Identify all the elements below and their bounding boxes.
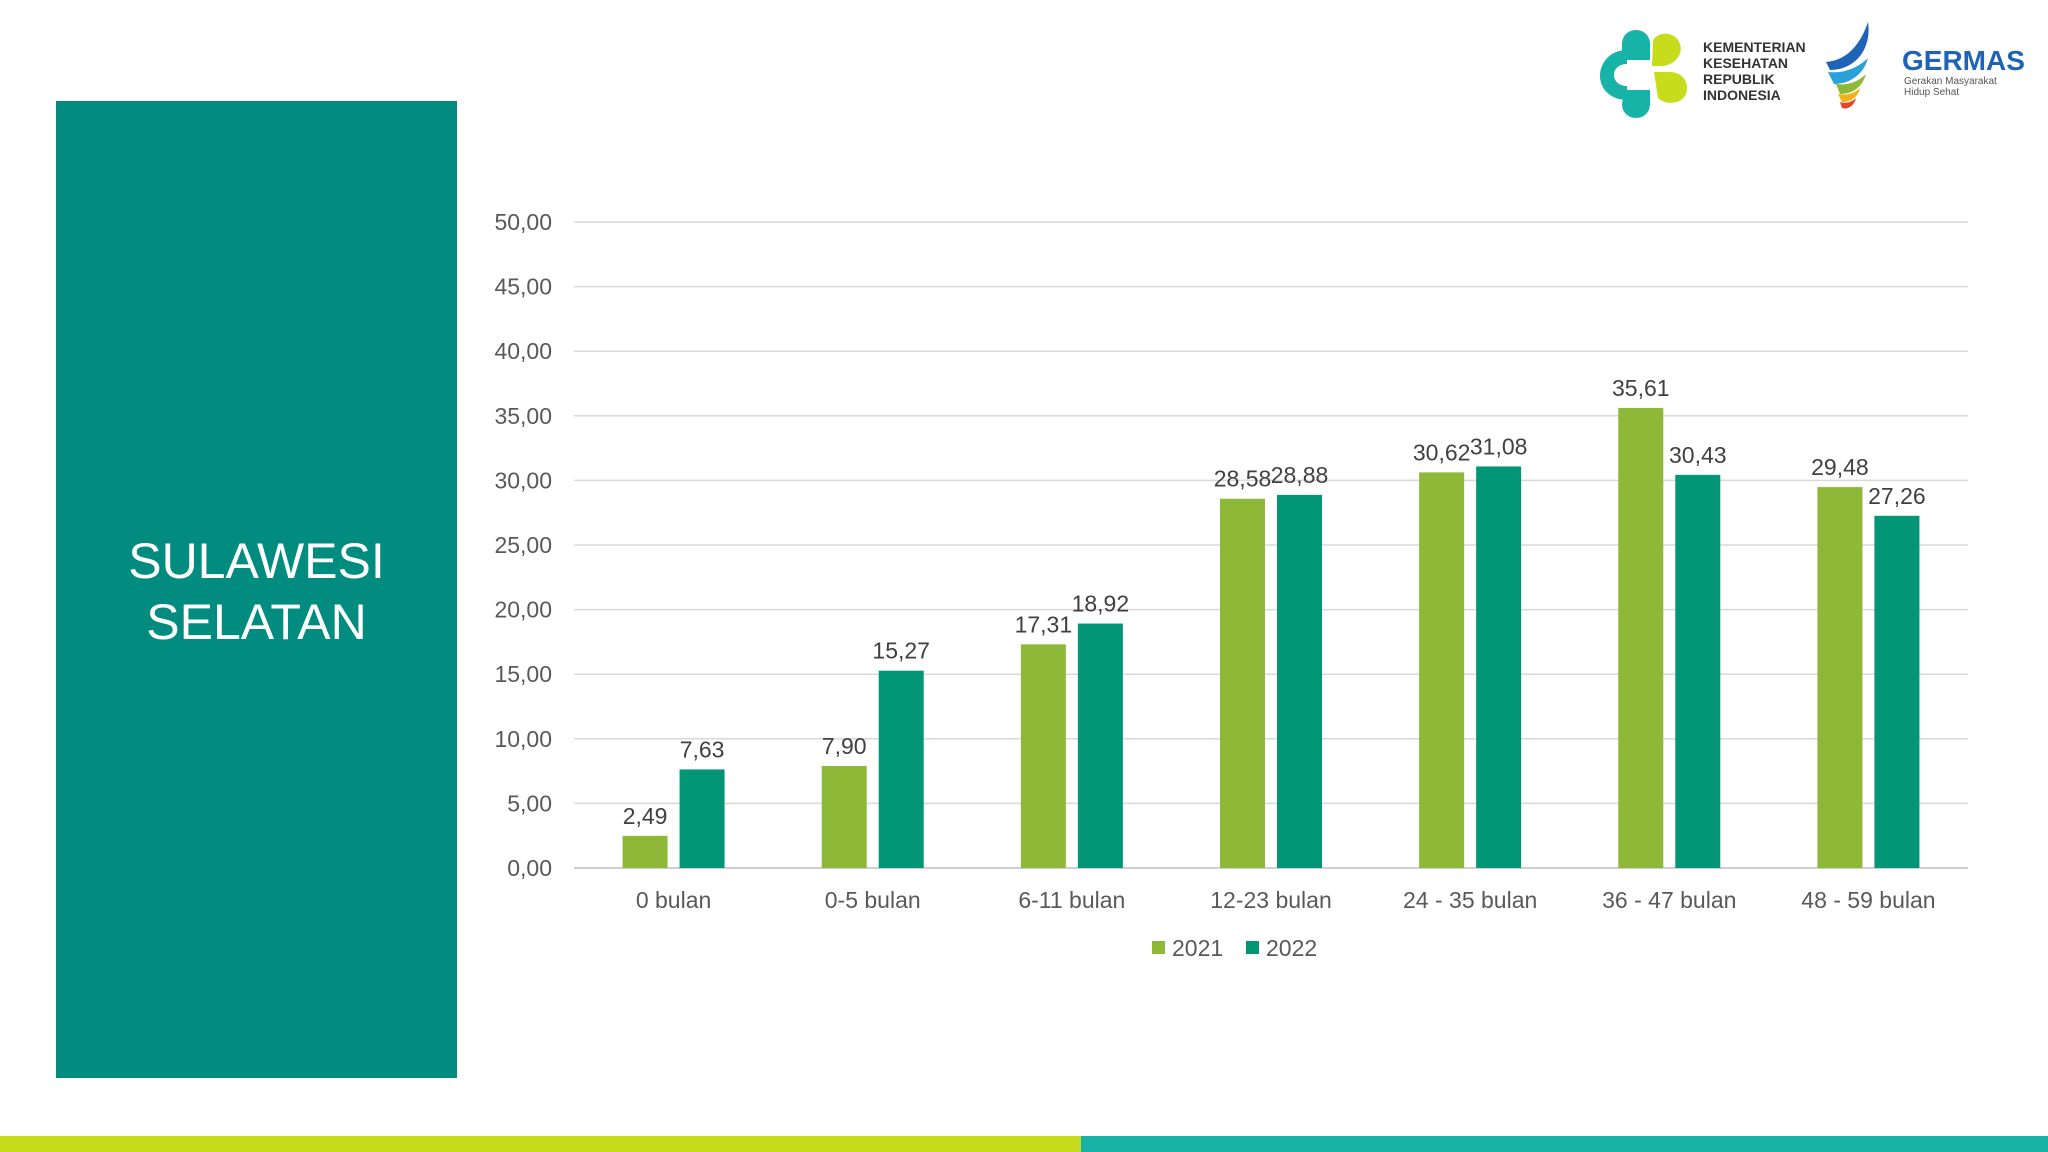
bar-2021: [1220, 498, 1265, 868]
data-label: 2,49: [623, 803, 668, 829]
bar-2021: [1817, 487, 1863, 868]
bar-2022: [1277, 494, 1322, 868]
data-label: 30,43: [1669, 442, 1727, 468]
bar-2022: [1476, 466, 1522, 868]
data-label: 28,58: [1214, 466, 1272, 492]
x-tick-label: 24 - 35 bulan: [1403, 887, 1537, 913]
legend-swatch-2021: [1152, 941, 1165, 954]
germas-sub-line2: Hidup Sehat: [1904, 87, 1959, 98]
chart-legend: 2021 2022: [1152, 935, 1317, 961]
data-label: 35,61: [1612, 375, 1670, 401]
y-tick-label: 25,00: [494, 532, 552, 558]
data-label: 7,63: [680, 736, 725, 762]
bar-2021: [821, 765, 867, 868]
x-tick-label: 0-5 bulan: [825, 887, 921, 913]
legend-label-2022: 2022: [1266, 935, 1317, 961]
data-label: 7,90: [822, 733, 867, 759]
y-tick-label: 0,00: [507, 855, 552, 881]
y-tick-label: 50,00: [494, 209, 552, 235]
accent-bar-right: [1081, 1136, 2048, 1152]
y-tick-label: 35,00: [494, 403, 552, 429]
x-tick-label: 36 - 47 bulan: [1602, 887, 1736, 913]
x-tick-label: 6-11 bulan: [1018, 887, 1125, 913]
bar-2021: [1020, 644, 1066, 868]
y-tick-label: 40,00: [494, 338, 552, 364]
y-tick-label: 5,00: [507, 790, 552, 816]
region-title-line2: SELATAN: [146, 594, 367, 650]
x-axis-ticks: 0 bulan 0-5 bulan 6-11 bulan 12-23 bulan 24 …: [636, 887, 1936, 913]
data-label: 29,48: [1811, 454, 1869, 480]
bar-2022: [878, 670, 924, 868]
legend-swatch-2022: [1246, 941, 1259, 954]
y-tick-label: 15,00: [494, 661, 552, 687]
accent-bar-left: [0, 1136, 1081, 1152]
data-label: 18,92: [1072, 591, 1130, 617]
y-axis-ticks: 0,00 5,00 10,00 15,00 20,00 25,00 30,00 35,00 40…: [494, 209, 552, 881]
kemenkes-line3: REPUBLIK: [1703, 71, 1775, 87]
data-label: 17,31: [1015, 611, 1073, 637]
kemenkes-logo: KEMENTERIAN KESEHATAN REPUBLIK INDONESIA: [1600, 30, 1806, 118]
data-label: 15,27: [872, 638, 930, 664]
germas-sub-line1: Gerakan Masyarakat: [1904, 76, 1997, 87]
y-tick-label: 30,00: [494, 467, 552, 493]
bar-2021: [1618, 407, 1664, 868]
data-label: 30,62: [1413, 439, 1471, 465]
kemenkes-line1: KEMENTERIAN: [1703, 39, 1806, 55]
chart-grid: [574, 221, 1968, 869]
germas-title: GERMAS: [1902, 45, 2025, 76]
region-title-line1: SULAWESI: [128, 533, 385, 589]
bar-2022: [679, 769, 725, 868]
y-tick-label: 45,00: [494, 274, 552, 300]
germas-logo: GERMAS Gerakan Masyarakat Hidup Sehat: [1826, 22, 2025, 109]
kemenkes-line4: INDONESIA: [1703, 87, 1781, 103]
legend-label-2021: 2021: [1172, 935, 1223, 961]
x-tick-label: 0 bulan: [636, 887, 711, 913]
data-label: 28,88: [1271, 462, 1329, 488]
bar-2022: [1874, 515, 1920, 868]
x-tick-label: 12-23 bulan: [1210, 887, 1332, 913]
bar-2021: [622, 835, 668, 868]
bar-2021: [1419, 472, 1465, 868]
data-label: 27,26: [1868, 483, 1926, 509]
bar-2022: [1077, 623, 1123, 868]
y-tick-label: 10,00: [494, 726, 552, 752]
y-tick-label: 20,00: [494, 597, 552, 623]
x-tick-label: 48 - 59 bulan: [1801, 887, 1935, 913]
data-label: 31,08: [1470, 433, 1528, 459]
kemenkes-line2: KESEHATAN: [1703, 55, 1788, 71]
region-panel: SULAWESI SELATAN: [56, 101, 457, 1078]
region-title: SULAWESI SELATAN: [56, 531, 457, 653]
germas-logo-icon: [1826, 22, 1869, 70]
bar-2022: [1675, 474, 1721, 868]
